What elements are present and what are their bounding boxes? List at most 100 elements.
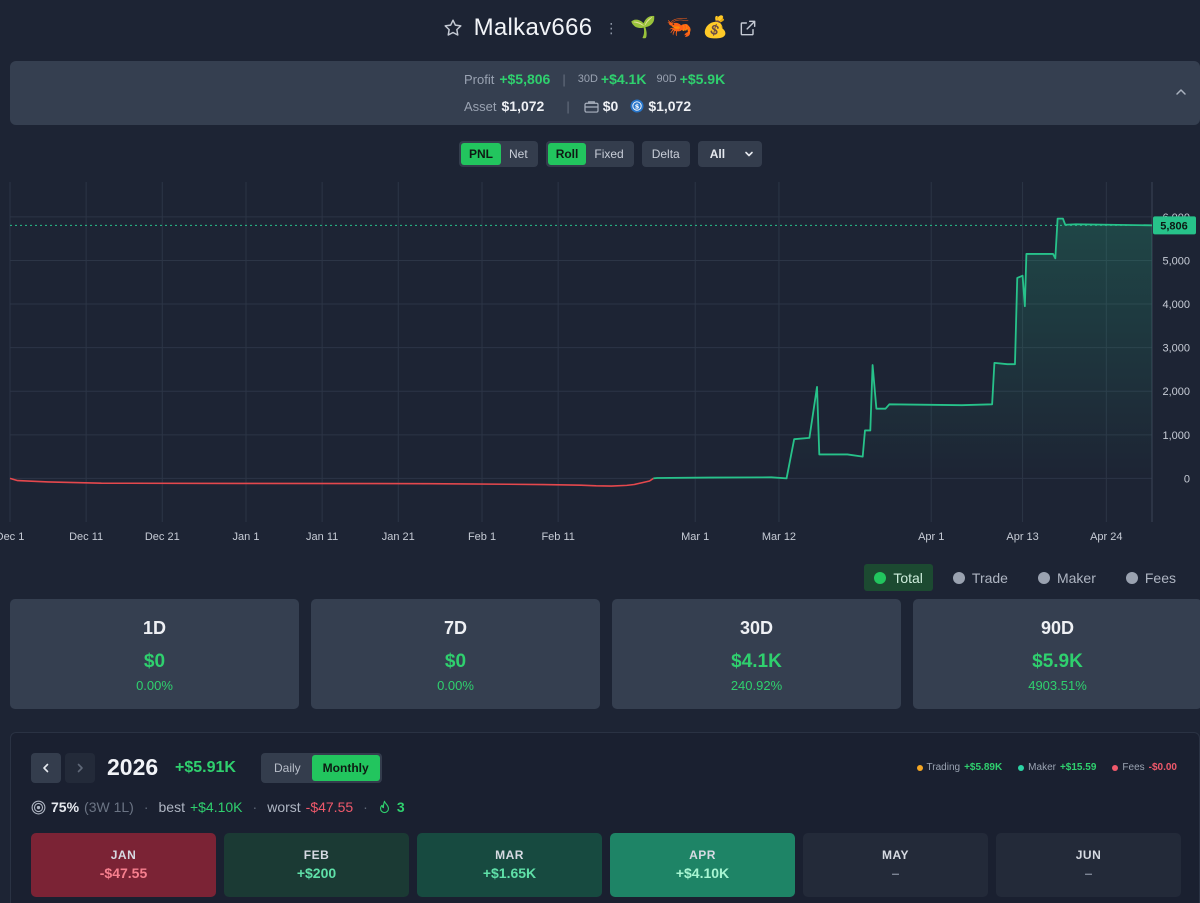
chevron-right-icon — [77, 763, 83, 773]
month-value: +$1.65K — [482, 865, 537, 881]
worst-value: -$47.55 — [305, 799, 354, 815]
current-value-badge — [1153, 216, 1196, 235]
separator: · — [363, 799, 368, 815]
svg-text:$: $ — [635, 102, 640, 110]
wallet-value: $0 — [602, 98, 619, 114]
y-tick-label: 3,000 — [1162, 343, 1190, 355]
x-tick-label: Dec 1 — [0, 531, 24, 543]
month-value: +$200 — [296, 865, 337, 881]
month-value: +$4.10K — [675, 865, 730, 881]
x-tick-label: Dec 21 — [145, 531, 180, 543]
best-value: +$4.10K — [189, 799, 243, 815]
card-pct: 240.92% — [730, 678, 783, 693]
legend-maker[interactable]: Maker — [1028, 564, 1106, 591]
wallet-icon — [584, 100, 599, 113]
chart-controls: PNL Net Roll Fixed Delta All — [459, 141, 762, 167]
star-icon[interactable] — [442, 17, 464, 39]
month-jun[interactable]: JUN – — [996, 833, 1181, 897]
profit-label: Profit — [464, 71, 495, 87]
divider: | — [562, 71, 566, 87]
pnl-line-positive — [653, 217, 1153, 480]
x-tick-label: Feb 11 — [541, 531, 574, 543]
calendar-stats: 75% (3W 1L) · best +$4.10K · worst -$47.… — [31, 799, 405, 815]
card-value: $0 — [444, 651, 467, 672]
fees-label: Fees — [1122, 762, 1145, 773]
username: Malkav666 — [473, 14, 593, 41]
month-apr[interactable]: APR +$4.10K — [610, 833, 795, 897]
card-7d: 7D $0 0.00% — [311, 599, 600, 709]
legend-dot — [1125, 571, 1138, 584]
external-link-icon[interactable] — [738, 18, 758, 38]
card-90d: 90D $5.9K 4903.51% — [913, 599, 1200, 709]
y-tick-label: 1,000 — [1162, 430, 1190, 442]
x-tick-label: Mar 12 — [762, 531, 796, 543]
pnl-button[interactable]: PNL — [461, 143, 501, 165]
calendar-year: 2026 — [107, 754, 159, 780]
month-mar[interactable]: MAR +$1.65K — [417, 833, 602, 897]
fixed-button[interactable]: Fixed — [594, 147, 624, 161]
asset-value: $1,072 — [501, 98, 545, 114]
pnl-line-negative — [9, 477, 654, 487]
chevron-up-icon[interactable] — [1174, 85, 1188, 99]
card-period: 1D — [142, 618, 166, 638]
legend-label: Fees — [1144, 569, 1176, 586]
card-period: 7D — [443, 618, 467, 638]
month-feb[interactable]: FEB +$200 — [224, 833, 409, 897]
flame-icon — [379, 800, 389, 814]
next-year-button[interactable] — [65, 753, 95, 783]
x-tick-label: Feb 1 — [468, 531, 496, 543]
profit-row: Profit +$5,806 | 30D +$4.1K 90D +$5.9K — [464, 71, 725, 87]
card-value: $5.9K — [1032, 651, 1083, 672]
x-tick-label: Mar 1 — [681, 531, 709, 543]
legend-dot — [952, 571, 965, 584]
legend-total[interactable]: Total — [864, 564, 933, 591]
fees-value: -$0.00 — [1148, 762, 1177, 773]
usdc-icon: $ — [630, 99, 644, 113]
calendar-panel: 2026 +$5.91K Daily Monthly Trading +$5.8… — [10, 732, 1200, 903]
current-value-label: 5,806 — [1160, 220, 1188, 232]
delta-button[interactable]: Delta — [641, 141, 690, 167]
card-period: 30D — [739, 618, 774, 638]
net-button[interactable]: Net — [509, 147, 528, 161]
d90-value: +$5.9K — [679, 71, 726, 87]
card-30d: 30D $4.1K 240.92% — [612, 599, 901, 709]
pnl-chart[interactable]: Dec 1 Dec 11 Dec 21 Jan 1 Jan 11 Jan 21 Feb 1 F… — [0, 180, 1200, 552]
chart-legend: Total Trade Maker Fees — [864, 564, 1186, 591]
legend-fees[interactable]: Fees — [1116, 564, 1186, 591]
trading-value: +$5.89K — [964, 762, 1003, 773]
breakdown-trading: Trading +$5.89K — [916, 762, 1003, 773]
summary-card: Profit +$5,806 | 30D +$4.1K 90D +$5.9K A… — [10, 61, 1200, 125]
pnl-breakdown: Trading +$5.89K Maker +$15.59 Fees -$0.0… — [916, 762, 1177, 773]
roll-button[interactable]: Roll — [547, 143, 587, 165]
profile-header: Malkav666 ⋮ 🌱 🦐 💰 — [0, 10, 1200, 46]
badge-shrimp-icon: 🦐 — [666, 16, 693, 39]
x-tick-label: Jan 21 — [382, 531, 415, 543]
usdc-value: $1,072 — [648, 98, 692, 114]
chevron-down-icon — [744, 151, 753, 157]
win-loss-record: (3W 1L) — [84, 799, 134, 815]
month-jan[interactable]: JAN -$47.55 — [31, 833, 216, 897]
card-value: $4.1K — [731, 651, 782, 672]
range-select[interactable]: All — [697, 141, 762, 167]
x-tick-label: Jan 1 — [233, 531, 260, 543]
y-tick-label: 4,000 — [1162, 299, 1190, 311]
monthly-button[interactable]: Monthly — [311, 755, 380, 781]
maker-label: Maker — [1028, 762, 1056, 773]
legend-trade[interactable]: Trade — [943, 564, 1018, 591]
x-tick-label: Apr 13 — [1006, 531, 1038, 543]
profit-value: +$5,806 — [499, 71, 551, 87]
month-grid: JAN -$47.55 FEB +$200 MAR +$1.65K APR +$… — [31, 833, 1181, 897]
y-tick-label: 2,000 — [1162, 386, 1190, 398]
prev-year-button[interactable] — [31, 753, 61, 783]
fees-dot — [1112, 764, 1119, 771]
legend-dot — [1037, 571, 1050, 584]
asset-label: Asset — [464, 98, 497, 114]
d30-label: 30D — [577, 73, 598, 85]
asset-row: Asset $1,072 | $0 $ $1,072 — [464, 98, 691, 114]
trading-label: Trading — [926, 762, 961, 773]
month-may[interactable]: MAY – — [803, 833, 988, 897]
kebab-icon[interactable]: ⋮ — [604, 19, 619, 36]
x-tick-label: Dec 11 — [69, 531, 103, 543]
daily-button[interactable]: Daily — [274, 761, 301, 775]
card-1d: 1D $0 0.00% — [10, 599, 299, 709]
